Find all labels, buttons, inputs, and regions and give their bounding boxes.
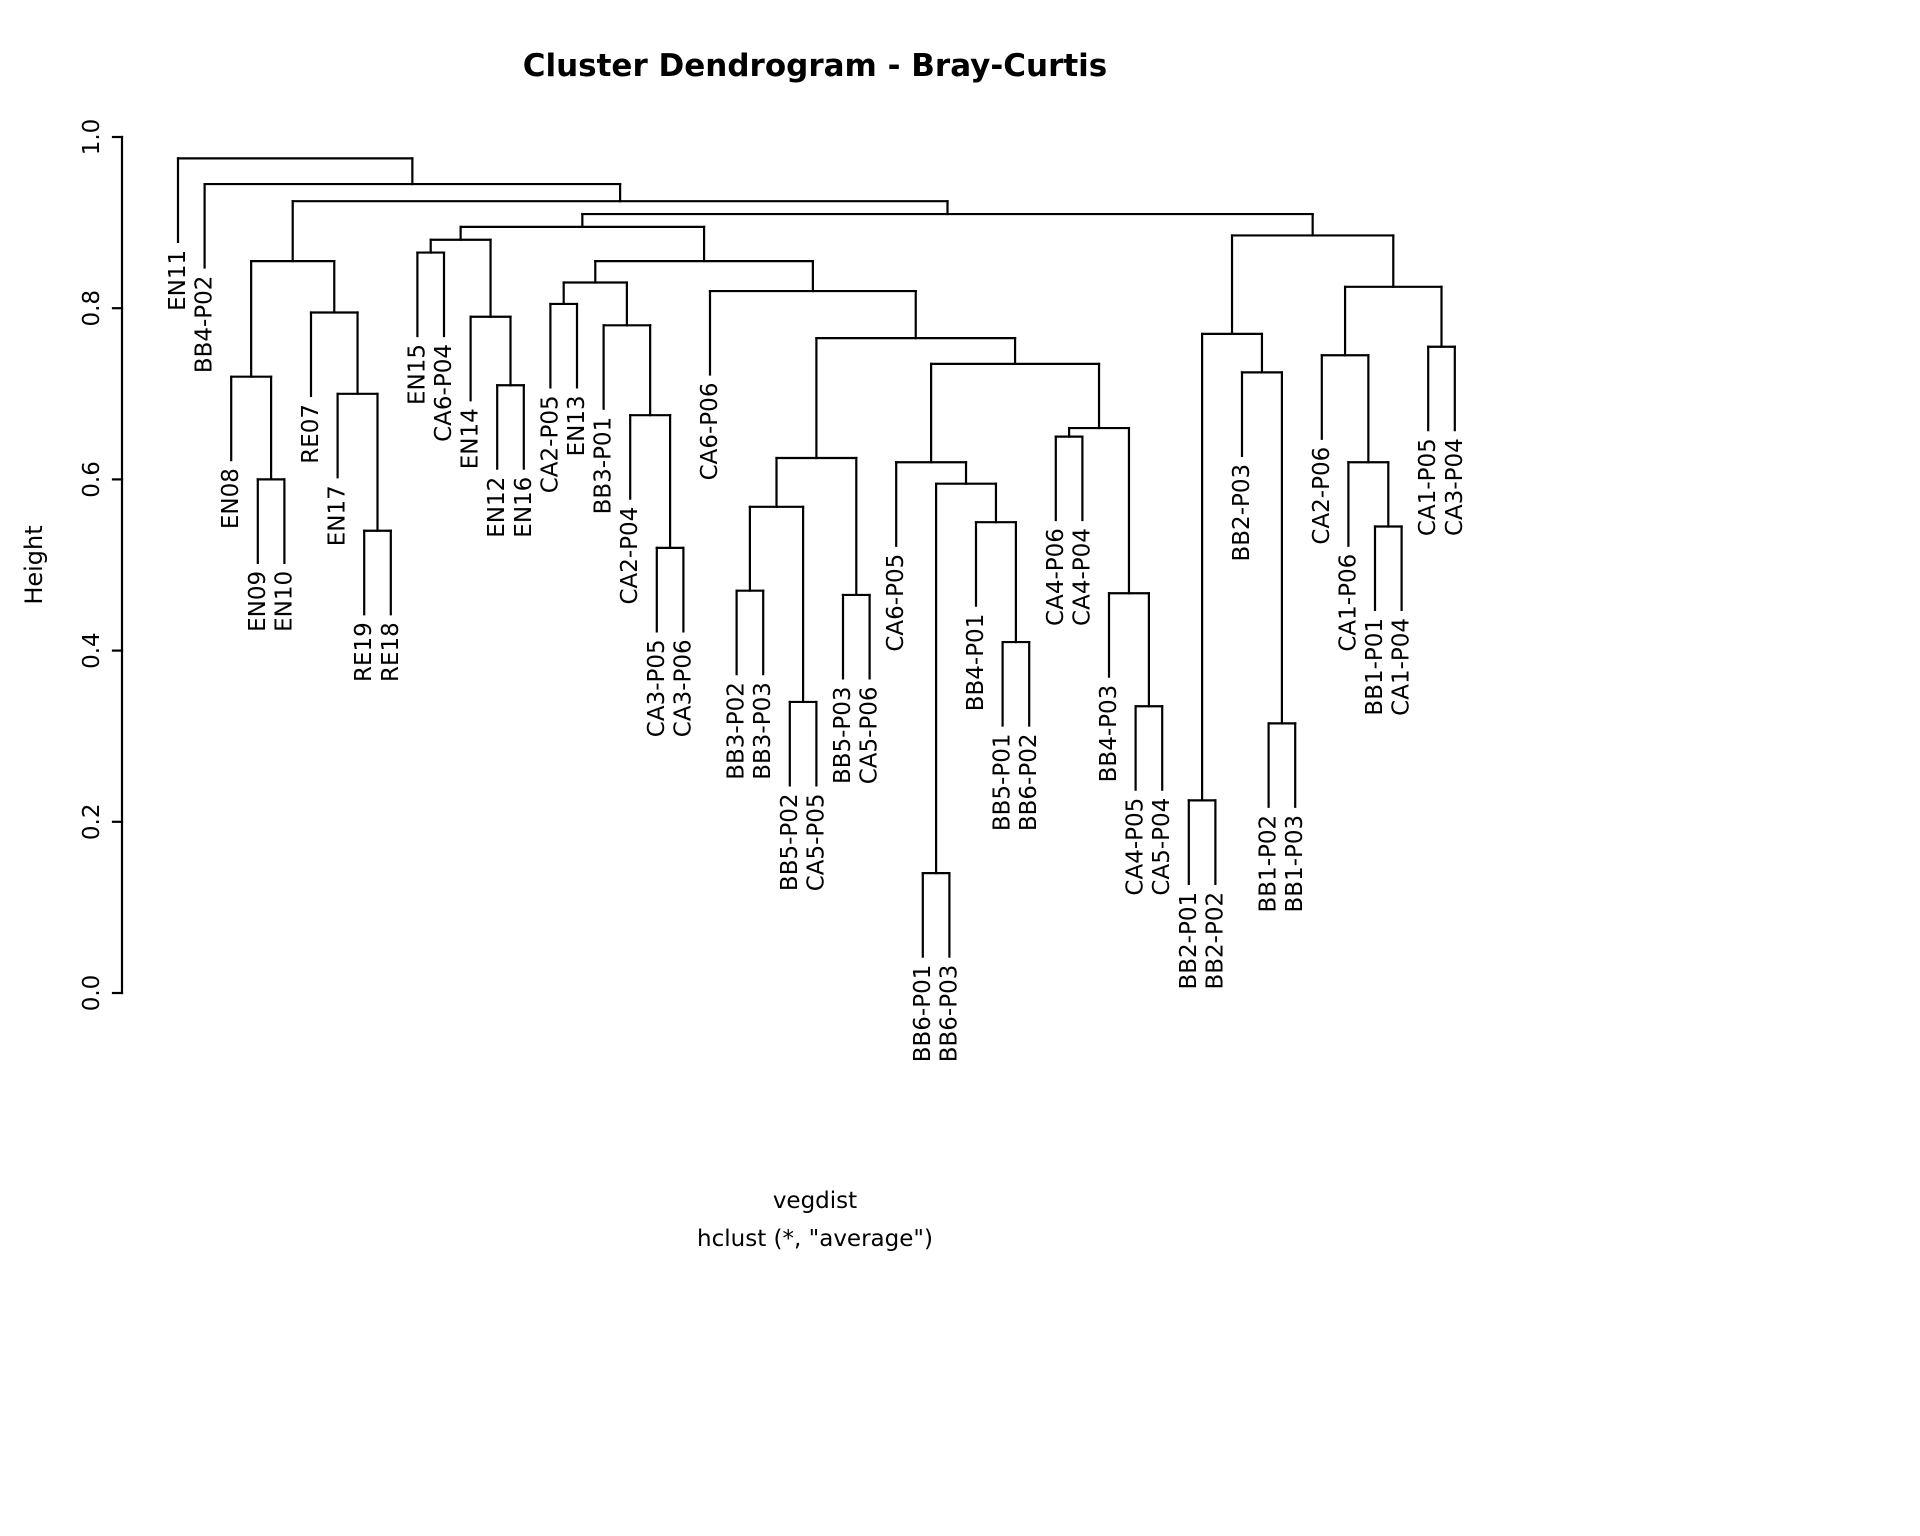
leaf-label-BB2-P03: BB2-P03 (1229, 464, 1255, 562)
leaf-label-EN10: EN10 (271, 571, 297, 632)
y-axis-tick-label: 0.6 (79, 461, 105, 498)
leaf-label-CA4-P05: CA4-P05 (1123, 798, 1149, 896)
leaf-label-BB2-P02: BB2-P02 (1202, 892, 1228, 990)
leaf-label-CA1-P05: CA1-P05 (1415, 438, 1441, 536)
chart-title: Cluster Dendrogram - Bray-Curtis (522, 48, 1108, 84)
y-axis-tick-label: 0.8 (79, 290, 105, 327)
leaf-label-BB3-P02: BB3-P02 (724, 682, 750, 780)
leaf-label-CA3-P05: CA3-P05 (644, 639, 670, 737)
leaf-label-EN08: EN08 (218, 468, 244, 529)
leaf-label-RE19: RE19 (351, 622, 377, 682)
leaf-label-EN15: EN15 (404, 344, 430, 405)
leaf-label-CA5-P05: CA5-P05 (803, 793, 829, 891)
leaf-label-BB5-P03: BB5-P03 (830, 686, 856, 784)
leaf-label-BB5-P01: BB5-P01 (990, 734, 1016, 832)
x-axis-label: vegdist (772, 1188, 858, 1214)
leaf-label-CA4-P06: CA4-P06 (1043, 528, 1069, 626)
leaf-label-BB1-P03: BB1-P03 (1282, 815, 1308, 913)
leaf-label-BB6-P02: BB6-P02 (1016, 734, 1042, 832)
leaf-label-EN17: EN17 (325, 485, 351, 546)
leaf-label-CA5-P06: CA5-P06 (857, 686, 883, 784)
leaf-label-CA6-P06: CA6-P06 (697, 383, 723, 481)
leaf-label-BB1-P01: BB1-P01 (1362, 618, 1388, 716)
leaf-label-CA3-P04: CA3-P04 (1442, 438, 1468, 536)
leaf-label-BB3-P03: BB3-P03 (750, 682, 776, 780)
leaf-label-CA5-P04: CA5-P04 (1149, 798, 1175, 896)
y-axis-tick-label: 0.4 (79, 632, 105, 669)
leaf-label-CA6-P05: CA6-P05 (883, 554, 909, 652)
leaf-label-EN09: EN09 (245, 571, 271, 632)
leaf-label-RE18: RE18 (378, 622, 404, 682)
leaf-label-BB2-P01: BB2-P01 (1176, 892, 1202, 990)
leaf-label-CA6-P04: CA6-P04 (431, 344, 457, 442)
leaf-label-BB1-P02: BB1-P02 (1256, 815, 1282, 913)
leaf-label-CA3-P06: CA3-P06 (670, 639, 696, 737)
y-axis-title: Height (20, 525, 48, 604)
leaf-label-CA2-P05: CA2-P05 (537, 395, 563, 493)
leaf-label-BB5-P02: BB5-P02 (777, 793, 803, 891)
y-axis-tick-label: 0.0 (79, 975, 105, 1012)
leaf-label-BB4-P01: BB4-P01 (963, 614, 989, 712)
leaf-label-CA1-P06: CA1-P06 (1335, 554, 1361, 652)
y-axis-tick-label: 1.0 (79, 119, 105, 156)
leaf-label-CA2-P04: CA2-P04 (617, 507, 643, 605)
leaf-label-BB6-P01: BB6-P01 (910, 965, 936, 1063)
leaf-label-CA4-P04: CA4-P04 (1069, 528, 1095, 626)
leaf-label-EN12: EN12 (484, 477, 510, 538)
leaf-label-CA1-P04: CA1-P04 (1389, 618, 1415, 716)
leaf-label-EN16: EN16 (511, 477, 537, 538)
leaf-label-BB3-P01: BB3-P01 (591, 417, 617, 515)
leaf-label-EN13: EN13 (564, 395, 590, 456)
leaf-label-BB4-P02: BB4-P02 (192, 276, 218, 374)
leaf-label-CA2-P06: CA2-P06 (1309, 447, 1335, 545)
leaf-label-RE07: RE07 (298, 404, 324, 464)
leaf-label-EN11: EN11 (165, 250, 191, 311)
leaf-label-BB6-P03: BB6-P03 (936, 965, 962, 1063)
leaf-label-EN14: EN14 (458, 408, 484, 469)
leaf-label-BB4-P03: BB4-P03 (1096, 685, 1122, 783)
x-axis-sublabel: hclust (*, "average") (697, 1226, 933, 1252)
y-axis-tick-label: 0.2 (79, 804, 105, 841)
